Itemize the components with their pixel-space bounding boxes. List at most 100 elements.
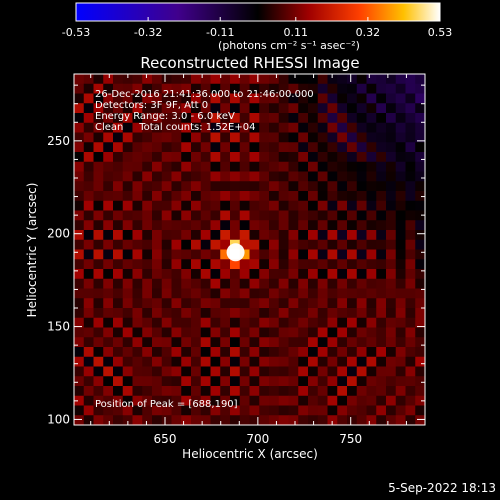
heatmap-cell <box>93 317 104 328</box>
heatmap-cell <box>103 269 114 280</box>
heatmap-cell <box>347 161 358 172</box>
heatmap-cell <box>308 269 319 280</box>
heatmap-cell <box>298 220 309 231</box>
heatmap-cell <box>366 181 377 192</box>
heatmap-cell <box>171 288 182 299</box>
heatmap-cell <box>395 122 406 133</box>
heatmap-cell <box>337 181 348 192</box>
heatmap-cell <box>103 249 114 260</box>
heatmap-cell <box>288 278 299 289</box>
heatmap-cell <box>366 415 377 426</box>
heatmap-cell <box>259 415 270 426</box>
heatmap-cell <box>181 200 192 211</box>
heatmap-cell <box>152 181 163 192</box>
heatmap-cell <box>132 376 143 387</box>
heatmap-cell <box>103 239 114 250</box>
heatmap-cell <box>142 220 153 231</box>
heatmap-cell <box>239 356 250 367</box>
heatmap-cell <box>230 93 241 104</box>
heatmap-cell <box>356 366 367 377</box>
heatmap-cell <box>308 386 319 397</box>
heatmap-cell <box>298 230 309 241</box>
heatmap-cell <box>113 308 124 319</box>
heatmap-cell <box>113 386 124 397</box>
heatmap-cell <box>239 347 250 358</box>
heatmap-cell <box>347 386 358 397</box>
heatmap-cell <box>122 220 133 231</box>
heatmap-cell <box>122 191 133 202</box>
heatmap-cell <box>161 356 172 367</box>
heatmap-cell <box>259 376 270 387</box>
heatmap-cell <box>386 122 397 133</box>
heatmap-cell <box>386 93 397 104</box>
heatmap-cell <box>269 269 280 280</box>
heatmap-cell <box>415 337 426 348</box>
heatmap-cell <box>366 74 377 85</box>
colorbar-unit-label: (photons cm⁻² s⁻¹ asec⁻²) <box>218 39 360 52</box>
heatmap-cell <box>103 317 114 328</box>
heatmap-cell <box>181 122 192 133</box>
heatmap-cell <box>308 288 319 299</box>
heatmap-cell <box>298 317 309 328</box>
heatmap-cell <box>366 103 377 114</box>
heatmap-cell <box>93 356 104 367</box>
heatmap-cell <box>376 230 387 241</box>
heatmap-cell <box>249 210 260 221</box>
heatmap-cell <box>415 259 426 270</box>
heatmap-cell <box>259 337 270 348</box>
info-detectors: Detectors: 3F 9F, Att 0 <box>95 100 208 111</box>
heatmap-cell <box>93 337 104 348</box>
heatmap-cell <box>142 347 153 358</box>
heatmap-cell <box>181 132 192 143</box>
heatmap-cell <box>161 83 172 94</box>
heatmap-cell <box>161 317 172 328</box>
heatmap-cell <box>200 366 211 377</box>
heatmap-cell <box>288 83 299 94</box>
heatmap-cell <box>327 298 338 309</box>
heatmap-cell <box>395 259 406 270</box>
heatmap-cell <box>122 161 133 172</box>
heatmap-cell <box>113 415 124 426</box>
heatmap-cell <box>171 366 182 377</box>
heatmap-cell <box>278 93 289 104</box>
heatmap-cell <box>181 347 192 358</box>
heatmap-cell <box>93 220 104 231</box>
heatmap-cell <box>142 366 153 377</box>
heatmap-cell <box>269 230 280 241</box>
heatmap-cell <box>288 230 299 241</box>
heatmap-cell <box>230 113 241 124</box>
heatmap-cell <box>376 181 387 192</box>
heatmap-cell <box>298 152 309 163</box>
heatmap-cell <box>230 191 241 202</box>
heatmap-cell <box>337 93 348 104</box>
heatmap-cell <box>298 298 309 309</box>
heatmap-cell <box>200 152 211 163</box>
heatmap-cell <box>230 259 241 270</box>
heatmap-cell <box>386 288 397 299</box>
heatmap-cell <box>347 356 358 367</box>
heatmap-cell <box>288 220 299 231</box>
heatmap-cell <box>366 386 377 397</box>
heatmap-cell <box>376 83 387 94</box>
heatmap-cell <box>191 171 202 182</box>
heatmap-cell <box>74 376 85 387</box>
heatmap-cell <box>259 405 270 416</box>
heatmap-cell <box>93 259 104 270</box>
heatmap-cells <box>74 74 426 426</box>
heatmap-cell <box>366 113 377 124</box>
heatmap-cell <box>181 308 192 319</box>
heatmap-cell <box>122 347 133 358</box>
heatmap-cell <box>122 239 133 250</box>
heatmap-cell <box>181 152 192 163</box>
heatmap-cell <box>269 415 280 426</box>
heatmap-cell <box>405 161 416 172</box>
heatmap-cell <box>171 278 182 289</box>
heatmap-cell <box>259 386 270 397</box>
heatmap-cell <box>239 337 250 348</box>
heatmap-cell <box>317 171 328 182</box>
heatmap-cell <box>83 415 94 426</box>
heatmap-cell <box>249 405 260 416</box>
heatmap-cell <box>239 288 250 299</box>
heatmap-cell <box>210 93 221 104</box>
heatmap-cell <box>83 161 94 172</box>
